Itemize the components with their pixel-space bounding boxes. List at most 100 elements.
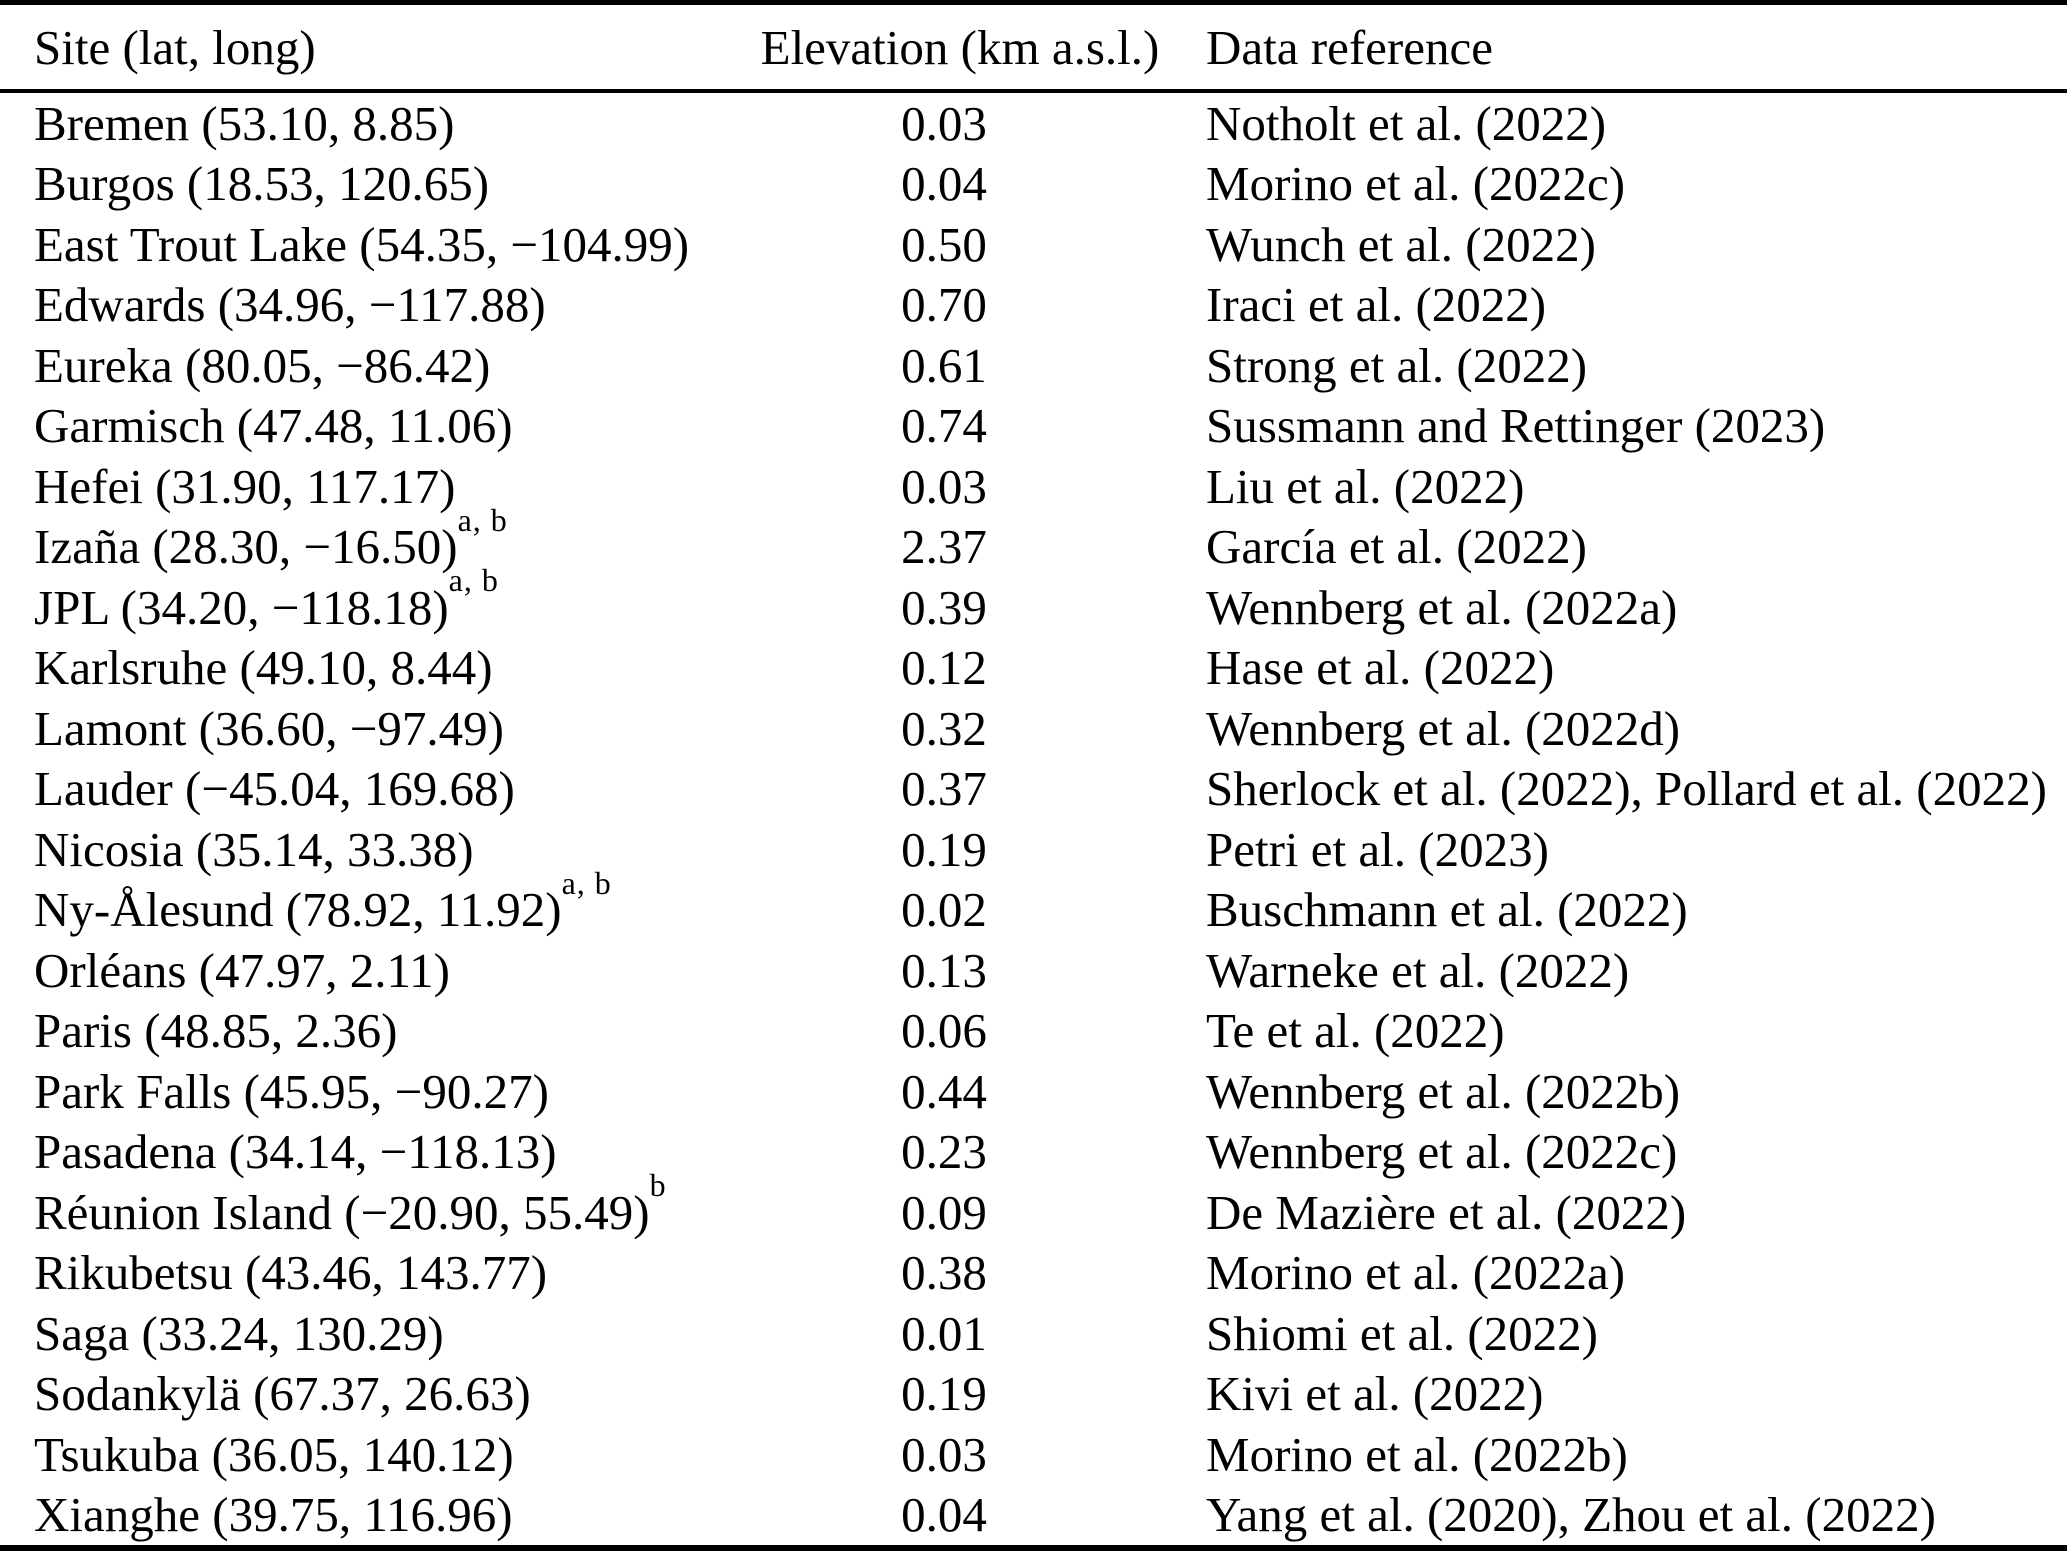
site-cell: Park Falls (45.95, −90.27)	[0, 1067, 750, 1116]
reference-cell: Wunch et al. (2022)	[1206, 216, 1596, 272]
table-row: Xianghe (39.75, 116.96) 0.04 Yang et al. (…	[0, 1485, 2067, 1546]
elevation-cell: 0.50	[901, 216, 987, 272]
site-footnote-marker: a, b	[561, 864, 612, 901]
elevation-cell: 0.13	[901, 942, 987, 998]
site-label: Lauder (−45.04, 169.68)	[34, 761, 515, 817]
site-label: East Trout Lake (54.35, −104.99)	[34, 216, 690, 272]
table-row: Tsukuba (36.05, 140.12) 0.03 Morino et al.…	[0, 1424, 2067, 1485]
reference-cell: Wennberg et al. (2022c)	[1206, 1124, 1678, 1180]
site-cell: Lamont (36.60, −97.49)	[0, 704, 750, 753]
elevation-cell: 0.70	[901, 277, 987, 333]
table-row: Hefei (31.90, 117.17) 0.03 Liu et al. (202…	[0, 456, 2067, 517]
site-cell: Edwards (34.96, −117.88)	[0, 280, 750, 329]
table-row: Saga (33.24, 130.29) 0.01 Shiomi et al. (2…	[0, 1303, 2067, 1364]
site-label: Eureka (80.05, −86.42)	[34, 337, 491, 393]
reference-cell: Notholt et al. (2022)	[1206, 95, 1607, 151]
elevation-cell: 0.04	[901, 156, 987, 212]
site-cell: Paris (48.85, 2.36)	[0, 1006, 750, 1055]
reference-cell: Morino et al. (2022b)	[1206, 1426, 1628, 1482]
table-row: Rikubetsu (43.46, 143.77) 0.38 Morino et a…	[0, 1243, 2067, 1304]
tccon-sites-table: Site (lat, long) Elevation (km a.s.l.) D…	[0, 5, 2067, 1545]
site-cell: Nicosia (35.14, 33.38)	[0, 825, 750, 874]
site-cell: Orléans (47.97, 2.11)	[0, 946, 750, 995]
elevation-cell: 0.32	[901, 700, 987, 756]
site-cell: Burgos (18.53, 120.65)	[0, 159, 750, 208]
elevation-cell: 0.61	[901, 337, 987, 393]
site-cell: Ny-Ålesund (78.92, 11.92)a, b	[0, 867, 750, 938]
reference-cell: Iraci et al. (2022)	[1206, 277, 1547, 333]
site-cell: Garmisch (47.48, 11.06)	[0, 401, 750, 450]
table-row: Karlsruhe (49.10, 8.44) 0.12 Hase et al. (…	[0, 638, 2067, 699]
reference-cell: De Mazière et al. (2022)	[1206, 1184, 1687, 1240]
table-row: East Trout Lake (54.35, −104.99) 0.50 Wunc…	[0, 214, 2067, 275]
table-bottom-rule	[0, 1545, 2067, 1551]
reference-cell: Buschmann et al. (2022)	[1206, 882, 1688, 938]
site-label: Hefei (31.90, 117.17)	[34, 458, 456, 514]
site-label: Ny-Ålesund (78.92, 11.92)	[34, 882, 562, 938]
site-footnote-marker: b	[649, 1167, 667, 1204]
table-row: Park Falls (45.95, −90.27) 0.44 Wennberg e…	[0, 1061, 2067, 1122]
site-label: Tsukuba (36.05, 140.12)	[34, 1426, 514, 1482]
site-footnote-marker: a, b	[448, 562, 499, 599]
site-cell: Tsukuba (36.05, 140.12)	[0, 1430, 750, 1479]
reference-cell: Liu et al. (2022)	[1206, 458, 1525, 514]
site-label: Izaña (28.30, −16.50)	[34, 519, 458, 575]
table-row: Garmisch (47.48, 11.06) 0.74 Sussmann and …	[0, 396, 2067, 457]
table-row: Sodankylä (67.37, 26.63) 0.19 Kivi et al. …	[0, 1364, 2067, 1425]
elevation-cell: 0.74	[901, 398, 987, 454]
elevation-cell: 0.03	[901, 458, 987, 514]
site-label: Pasadena (34.14, −118.13)	[34, 1124, 557, 1180]
reference-cell: Strong et al. (2022)	[1206, 337, 1588, 393]
site-label: Xianghe (39.75, 116.96)	[34, 1487, 513, 1543]
site-label: JPL (34.20, −118.18)	[34, 579, 449, 635]
reference-cell: Wennberg et al. (2022d)	[1206, 700, 1681, 756]
reference-cell: Kivi et al. (2022)	[1206, 1366, 1544, 1422]
reference-cell: Te et al. (2022)	[1206, 1003, 1505, 1059]
table-row: Eureka (80.05, −86.42) 0.61 Strong et al. …	[0, 335, 2067, 396]
elevation-cell: 0.03	[901, 95, 987, 151]
site-cell: Karlsruhe (49.10, 8.44)	[0, 643, 750, 692]
reference-cell: García et al. (2022)	[1206, 519, 1587, 575]
site-label: Garmisch (47.48, 11.06)	[34, 398, 513, 454]
reference-cell: Sherlock et al. (2022), Pollard et al. (…	[1206, 761, 2047, 817]
elevation-cell: 0.44	[901, 1063, 987, 1119]
site-cell: Hefei (31.90, 117.17)	[0, 462, 750, 511]
reference-cell: Hase et al. (2022)	[1206, 640, 1555, 696]
site-footnote-marker: a, b	[457, 501, 508, 538]
table-header-row: Site (lat, long) Elevation (km a.s.l.) D…	[0, 5, 2067, 93]
table-row: Nicosia (35.14, 33.38) 0.19 Petri et al. (…	[0, 819, 2067, 880]
column-header-elevation: Elevation (km a.s.l.)	[760, 19, 1160, 75]
site-cell: JPL (34.20, −118.18)a, b	[0, 564, 750, 635]
table-row: JPL (34.20, −118.18)a, b 0.39 Wennberg et …	[0, 564, 2067, 638]
elevation-cell: 0.09	[901, 1184, 987, 1240]
elevation-cell: 0.06	[901, 1003, 987, 1059]
reference-cell: Yang et al. (2020), Zhou et al. (2022)	[1206, 1487, 1936, 1543]
site-cell: Sodankylä (67.37, 26.63)	[0, 1369, 750, 1418]
elevation-cell: 0.01	[901, 1305, 987, 1361]
reference-cell: Petri et al. (2023)	[1206, 821, 1549, 877]
elevation-cell: 0.12	[901, 640, 987, 696]
site-label: Bremen (53.10, 8.85)	[34, 95, 455, 151]
table-row: Réunion Island (−20.90, 55.49)b 0.09 De Ma…	[0, 1169, 2067, 1243]
reference-cell: Wennberg et al. (2022b)	[1206, 1063, 1681, 1119]
site-label: Nicosia (35.14, 33.38)	[34, 821, 474, 877]
site-cell: Pasadena (34.14, −118.13)	[0, 1127, 750, 1176]
site-label: Sodankylä (67.37, 26.63)	[34, 1366, 531, 1422]
table-row: Bremen (53.10, 8.85) 0.03 Notholt et al. (…	[0, 93, 2067, 154]
site-label: Rikubetsu (43.46, 143.77)	[34, 1245, 548, 1301]
table-row: Izaña (28.30, −16.50)a, b 2.37 García et a…	[0, 504, 2067, 578]
site-cell: Réunion Island (−20.90, 55.49)b	[0, 1169, 750, 1240]
site-label: Edwards (34.96, −117.88)	[34, 277, 546, 333]
site-label: Paris (48.85, 2.36)	[34, 1003, 398, 1059]
table-row: Pasadena (34.14, −118.13) 0.23 Wennberg et…	[0, 1122, 2067, 1183]
site-label: Réunion Island (−20.90, 55.49)	[34, 1184, 650, 1240]
column-header-reference: Data reference	[1206, 19, 1493, 75]
site-label: Karlsruhe (49.10, 8.44)	[34, 640, 493, 696]
elevation-cell: 0.23	[901, 1124, 987, 1180]
reference-cell: Warneke et al. (2022)	[1206, 942, 1630, 998]
table-row: Orléans (47.97, 2.11) 0.13 Warneke et al. …	[0, 940, 2067, 1001]
site-cell: Xianghe (39.75, 116.96)	[0, 1490, 750, 1539]
site-label: Lamont (36.60, −97.49)	[34, 700, 504, 756]
table-row: Paris (48.85, 2.36) 0.06 Te et al. (2022)	[0, 1001, 2067, 1062]
